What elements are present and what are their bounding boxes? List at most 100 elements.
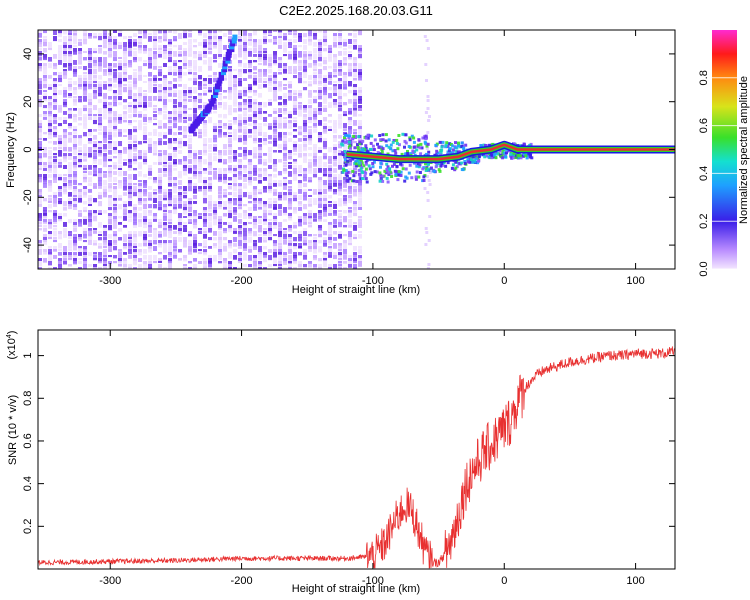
spectrogram-cell: [193, 150, 197, 154]
spectrogram-cell: [303, 156, 307, 160]
spectrogram-cell: [83, 261, 87, 266]
spectrogram-cell: [233, 213, 237, 216]
spectrogram-cell: [103, 102, 107, 106]
spectrogram-cell: [93, 174, 97, 177]
cluster-cell: [493, 152, 497, 156]
spectrogram-cell: [268, 99, 272, 102]
spectrogram-cell: [153, 255, 157, 261]
spectrogram-cell: [298, 198, 302, 200]
spectrogram-cell: [273, 138, 277, 143]
cluster-cell: [363, 174, 367, 178]
spectrogram-cell: [323, 213, 327, 217]
spectrogram-cell: [168, 234, 172, 239]
spectrogram-cell: [303, 45, 307, 50]
spectrogram-cell: [83, 192, 87, 197]
spectrogram-cell: [323, 240, 327, 245]
cluster-cell: [387, 145, 391, 149]
spectrogram-cell: [358, 132, 362, 137]
spectrogram-cell: [163, 111, 167, 114]
spectrogram-cell: [158, 180, 162, 184]
spectrogram-cell: [183, 120, 187, 124]
spectrogram-cell: [168, 219, 172, 222]
snr-y-label: SNR (10 * v/v): [7, 395, 19, 465]
spectrogram-cell: [43, 198, 47, 202]
spectrogram-cell: [293, 102, 297, 106]
spectrogram-cell: [173, 123, 177, 129]
spectrogram-cell: [163, 99, 167, 103]
spectrogram-cell: [238, 30, 242, 36]
cluster-cell: [359, 177, 363, 181]
spectrogram-cell: [178, 186, 182, 191]
spectrogram-cell: [298, 180, 302, 184]
x-tick-label: -200: [231, 575, 253, 587]
spectrogram-cell: [353, 75, 357, 78]
spectrogram-cell: [273, 84, 277, 88]
spectrogram-cell: [193, 213, 197, 218]
cluster-cell: [403, 179, 407, 183]
spectrogram-cell: [143, 210, 147, 214]
spectrogram-cell: [138, 30, 142, 35]
spectrogram-cell: [148, 63, 152, 69]
spectrogram-cell: [343, 189, 347, 192]
spectrogram-cell: [333, 93, 337, 96]
spectrogram-cell: [308, 159, 312, 162]
spectrogram-cell: [163, 222, 167, 226]
spectrogram-cell: [233, 198, 237, 201]
spectrogram-cell: [93, 198, 97, 203]
spectrogram-cell: [213, 213, 217, 216]
spectrogram-cell: [173, 45, 177, 48]
spectrogram-cell: [178, 90, 182, 95]
spectrogram-cell: [98, 33, 102, 38]
spectrogram-cell: [273, 63, 277, 66]
spectrogram-cell: [308, 219, 312, 225]
spectrogram-cell: [328, 72, 332, 76]
spectrogram-cell: [268, 81, 272, 87]
spectrogram-cell: [68, 183, 72, 188]
spectrogram-cell: [98, 108, 102, 114]
spectrogram-cell: [268, 66, 272, 69]
spectrogram-cell: [283, 102, 287, 106]
spectrogram-cell: [108, 159, 112, 162]
spectrogram-cell: [163, 198, 167, 201]
cluster-cell: [466, 156, 470, 160]
spectrogram-cell: [103, 174, 107, 178]
cluster-cell: [362, 164, 366, 168]
spectrogram-cell: [48, 267, 52, 269]
colorbar-ticks: 0.00.20.40.60.8: [698, 70, 737, 277]
spectrogram-cell: [113, 183, 117, 185]
spectrogram-cell: [208, 90, 212, 93]
spectrogram-cell: [213, 105, 217, 110]
spectrogram-cell: [128, 87, 132, 93]
spectrogram-cell: [143, 231, 147, 236]
cluster-cell: [415, 164, 419, 168]
spectrogram-cell: [188, 261, 192, 264]
spectrogram-cell: [93, 36, 97, 39]
cluster-cell: [484, 144, 487, 147]
spectrogram-cell: [73, 243, 77, 247]
cluster-cell: [394, 151, 398, 155]
spectrogram-cell: [53, 129, 57, 134]
spectrogram-cell: [228, 207, 232, 210]
spectrogram-cell: [348, 108, 352, 114]
spectrogram-cell: [143, 225, 147, 229]
cluster-cell: [358, 174, 362, 178]
spectrogram-cell: [198, 129, 202, 135]
spectrogram-cell: [178, 225, 182, 228]
spectrogram-cell: [143, 180, 147, 186]
spectrogram-cell: [88, 69, 92, 75]
spectrogram-cell: [223, 189, 227, 192]
cluster-cell: [432, 169, 436, 173]
spectrogram-cell: [318, 84, 322, 86]
spectrogram-cell: [168, 201, 172, 206]
spectrogram-cell: [108, 84, 112, 87]
spectrogram-cell: [283, 171, 287, 174]
spectrogram-cell: [263, 78, 267, 81]
spectrogram-cell: [243, 141, 247, 145]
spectrogram-cell: [128, 156, 132, 161]
spectrogram-cell: [243, 186, 247, 189]
spectrogram-cell: [148, 255, 152, 261]
cluster-cell: [380, 150, 384, 154]
spectrogram-cell: [133, 126, 137, 132]
spectrogram-cell: [228, 147, 232, 152]
spectrogram-cell: [133, 204, 137, 209]
